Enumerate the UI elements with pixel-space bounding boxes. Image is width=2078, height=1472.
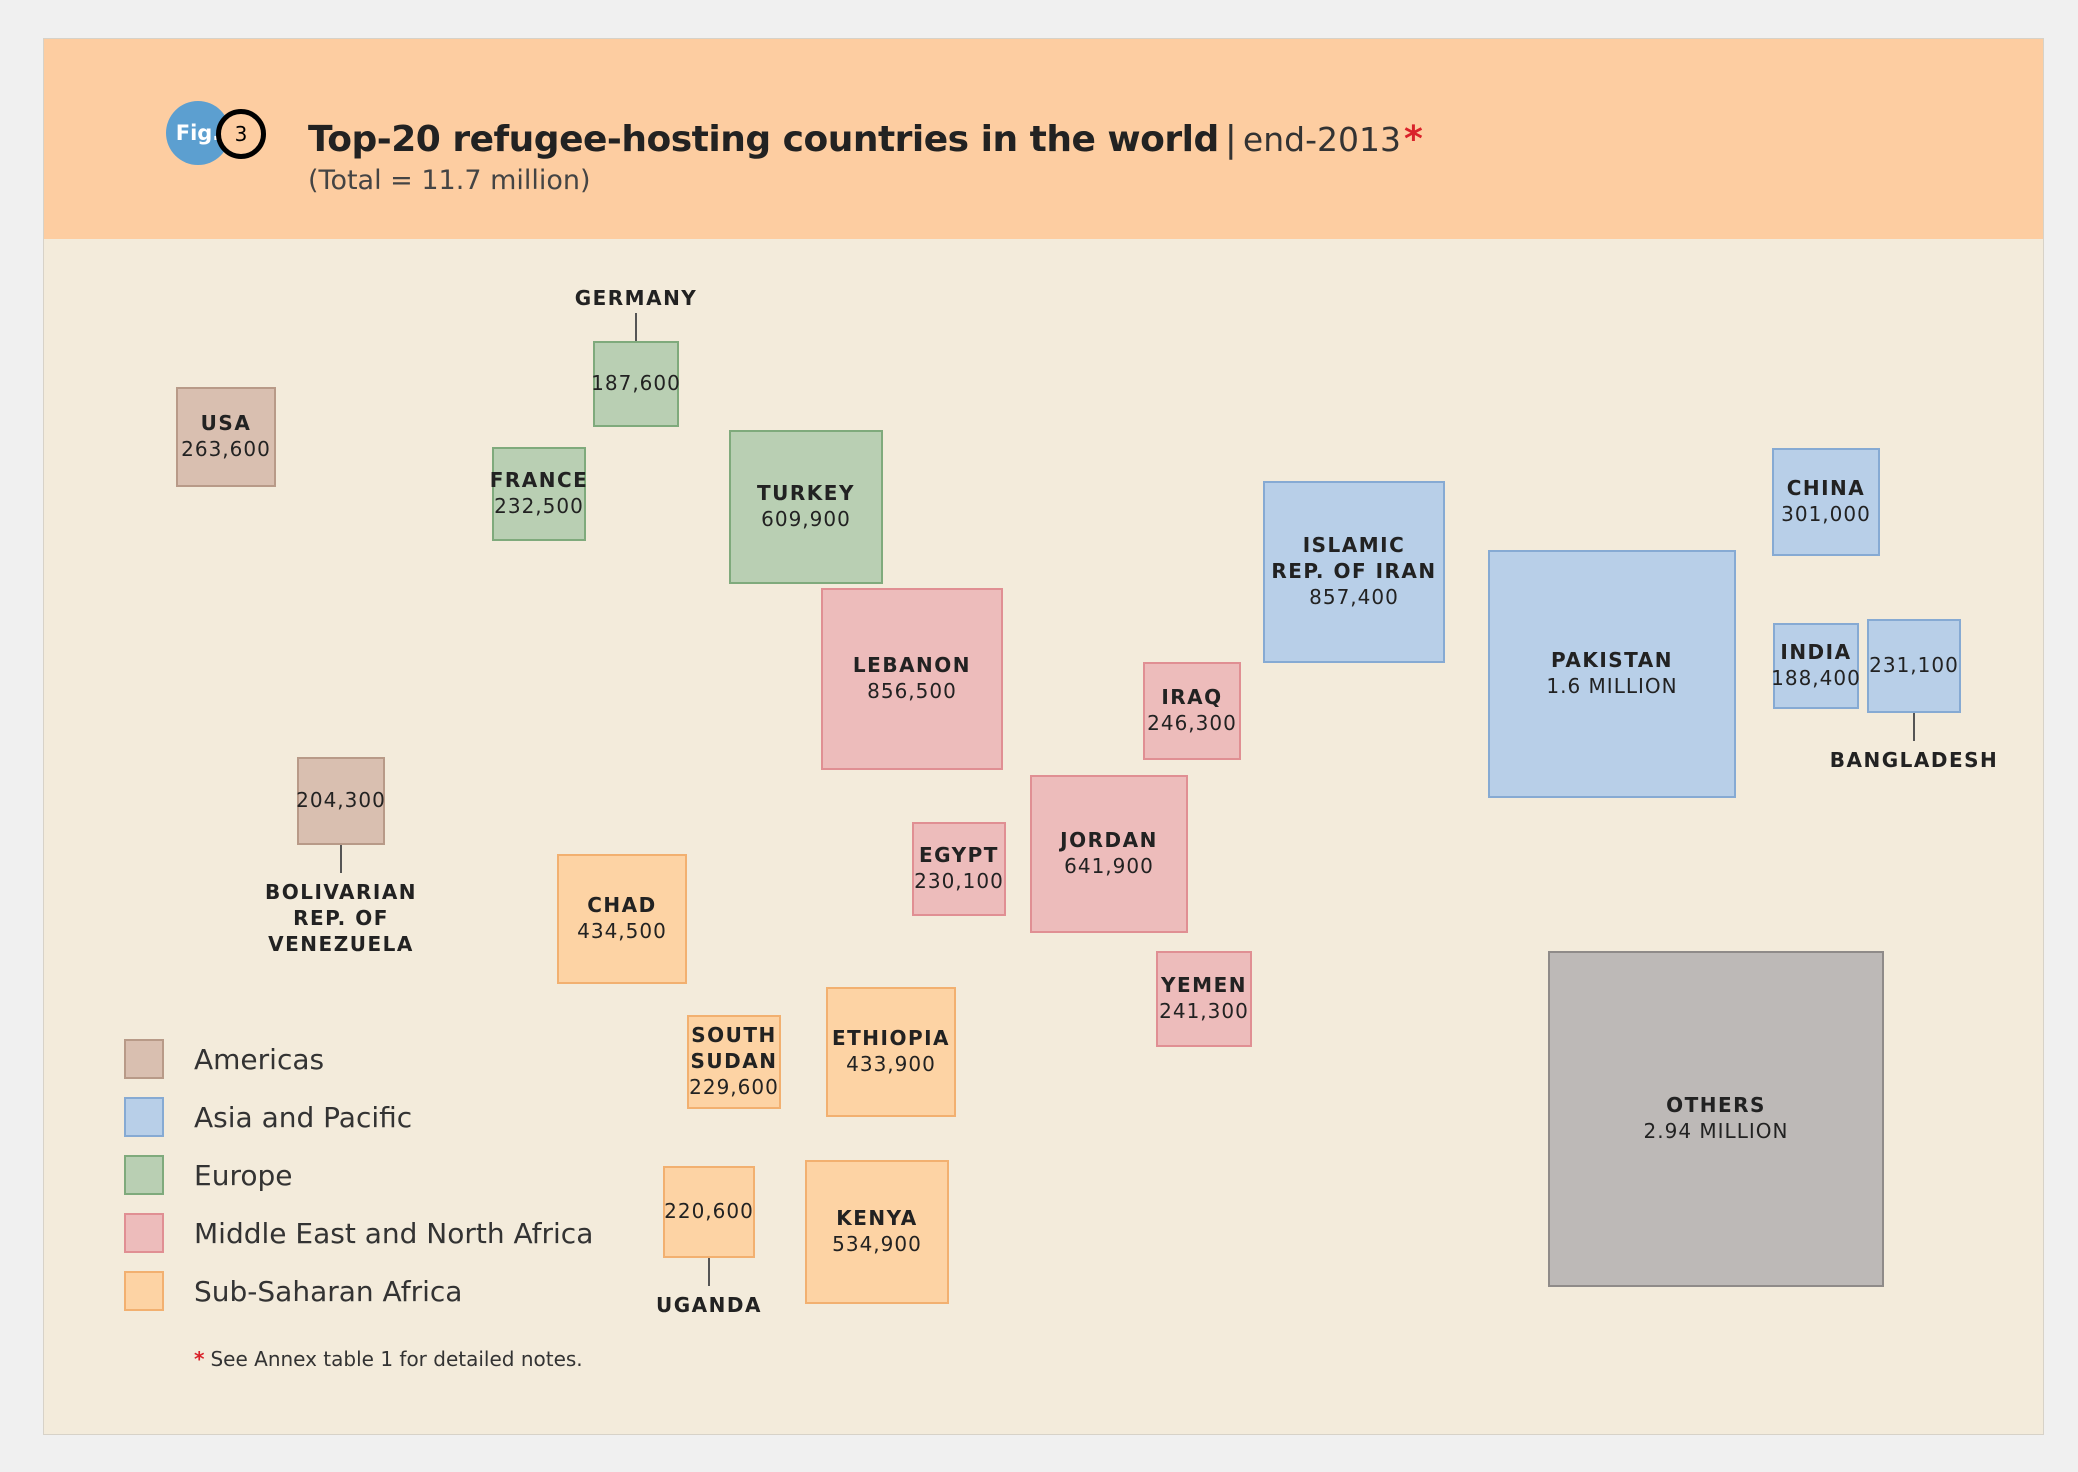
legend-swatch <box>124 1213 164 1253</box>
country-value: 229,600 <box>689 1075 779 1100</box>
country-value: 434,500 <box>577 919 667 944</box>
footnote: * See Annex table 1 for detailed notes. <box>194 1347 583 1371</box>
legend-item-europe: Europe <box>124 1155 624 1197</box>
country-box-egypt: EGYPT 230,100 <box>911 821 1007 917</box>
country-label-uganda: UGANDA <box>656 1293 762 1318</box>
country-value: 433,900 <box>846 1052 936 1077</box>
country-name: CHINA <box>1786 476 1866 501</box>
legend-swatch <box>124 1097 164 1137</box>
chart-subtitle: end-2013 <box>1242 120 1401 159</box>
legend-label: Asia and Pacific <box>194 1101 413 1134</box>
leader-line-bangladesh <box>1913 713 1915 742</box>
country-label-germany: GERMANY <box>574 286 698 311</box>
footnote-text: See Annex table 1 for detailed notes. <box>210 1347 583 1371</box>
country-box-usa: USA 263,600 <box>175 386 277 488</box>
legend-item-asia: Asia and Pacific <box>124 1097 624 1139</box>
leader-line-uganda <box>708 1258 710 1287</box>
country-box-ethiopia: ETHIOPIA 433,900 <box>826 987 956 1117</box>
country-box-iraq: IRAQ 246,300 <box>1143 662 1241 760</box>
country-name: CHAD <box>587 893 657 918</box>
country-value: 2.94 MILLION <box>1643 1119 1789 1144</box>
country-value: 204,300 <box>296 788 386 813</box>
country-box-pakistan: PAKISTAN 1.6 MILLION <box>1487 549 1737 799</box>
country-name: SUDAN <box>690 1049 778 1074</box>
country-value: 609,900 <box>761 507 851 532</box>
country-name: USA <box>200 411 252 436</box>
country-name: TURKEY <box>757 481 855 506</box>
country-name: YEMEN <box>1161 973 1247 998</box>
title-line: Top-20 refugee-hosting countries in the … <box>308 119 1423 160</box>
country-box-others: OTHERS 2.94 MILLION <box>1547 950 1885 1288</box>
country-value: 263,600 <box>181 437 271 462</box>
country-name: LEBANON <box>852 653 972 678</box>
country-box-venezuela: 204,300 <box>296 756 386 846</box>
figure-badge: Fig. 3 <box>166 99 316 169</box>
legend-label: Middle East and North Africa <box>194 1217 594 1250</box>
country-value: 301,000 <box>1781 502 1871 527</box>
country-value: 241,300 <box>1159 999 1249 1024</box>
chart-title: Top-20 refugee-hosting countries in the … <box>308 119 1219 160</box>
legend-swatch <box>124 1271 164 1311</box>
legend-label: Americas <box>194 1043 325 1076</box>
country-value: 187,600 <box>591 371 681 396</box>
country-box-uganda: 220,600 <box>662 1165 756 1259</box>
leader-line-venezuela <box>340 845 342 874</box>
legend-item-americas: Americas <box>124 1039 624 1081</box>
country-name: EGYPT <box>919 843 999 868</box>
chart-plot: USA 263,600 204,300 BOLIVARIAN REP. OF VENEZU… <box>44 39 2043 1434</box>
country-value: 188,400 <box>1771 666 1861 691</box>
country-name: KENYA <box>836 1206 918 1231</box>
country-box-yemen: YEMEN 241,300 <box>1155 950 1253 1048</box>
country-value: 220,600 <box>664 1199 754 1224</box>
country-value: 856,500 <box>867 679 957 704</box>
country-name: OTHERS <box>1666 1093 1766 1118</box>
legend-label: Europe <box>194 1159 293 1192</box>
legend-swatch <box>124 1039 164 1079</box>
country-box-chad: CHAD 434,500 <box>557 854 687 984</box>
legend-label: Sub-Saharan Africa <box>194 1275 463 1308</box>
country-value: 534,900 <box>832 1232 922 1257</box>
legend-item-mena: Middle East and North Africa <box>124 1213 624 1255</box>
country-value: 1.6 MILLION <box>1546 674 1678 699</box>
figure-header: Fig. 3 Top-20 refugee-hosting countries … <box>44 39 2043 239</box>
total-note: (Total = 11.7 million) <box>308 165 591 196</box>
country-box-india: INDIA 188,400 <box>1771 623 1861 709</box>
legend-swatch <box>124 1155 164 1195</box>
country-name: REP. OF IRAN <box>1271 559 1437 584</box>
country-name: FRANCE <box>489 468 589 493</box>
legend-item-ssa: Sub-Saharan Africa <box>124 1271 624 1313</box>
country-value: 246,300 <box>1147 711 1237 736</box>
figure-frame: Fig. 3 Top-20 refugee-hosting countries … <box>43 38 2044 1435</box>
country-box-jordan: JORDAN 641,900 <box>1030 775 1188 933</box>
country-value: 231,100 <box>1869 653 1959 678</box>
country-name: ETHIOPIA <box>831 1026 951 1051</box>
country-box-turkey: TURKEY 609,900 <box>729 430 883 584</box>
country-box-china: CHINA 301,000 <box>1772 448 1880 556</box>
country-value: 230,100 <box>914 869 1004 894</box>
figure-number: 3 <box>216 109 266 159</box>
leader-line-germany <box>635 313 637 342</box>
country-name: ISLAMIC <box>1302 533 1406 558</box>
country-box-kenya: KENYA 534,900 <box>805 1160 949 1304</box>
country-value: 641,900 <box>1064 854 1154 879</box>
country-name: INDIA <box>1780 640 1852 665</box>
footnote-marker: * <box>194 1347 205 1371</box>
country-box-bangladesh: 231,100 <box>1866 618 1962 714</box>
country-box-lebanon: LEBANON 856,500 <box>821 588 1003 770</box>
country-box-germany: 187,600 <box>591 341 681 427</box>
country-value: 232,500 <box>494 494 584 519</box>
country-label-bangladesh: BANGLADESH <box>1829 748 1999 773</box>
country-box-france: FRANCE 232,500 <box>489 446 589 542</box>
country-name: PAKISTAN <box>1551 648 1673 673</box>
country-box-iran: ISLAMIC REP. OF IRAN 857,400 <box>1263 481 1445 663</box>
title-footnote-marker: * <box>1403 119 1423 160</box>
country-value: 857,400 <box>1309 585 1399 610</box>
country-box-south-sudan: SOUTH SUDAN 229,600 <box>686 1014 782 1110</box>
country-name: SOUTH <box>691 1023 777 1048</box>
country-label-venezuela: BOLIVARIAN REP. OF VENEZUELA <box>264 880 418 957</box>
country-name: IRAQ <box>1161 685 1223 710</box>
country-name: JORDAN <box>1060 828 1158 853</box>
title-separator: | <box>1224 119 1237 160</box>
